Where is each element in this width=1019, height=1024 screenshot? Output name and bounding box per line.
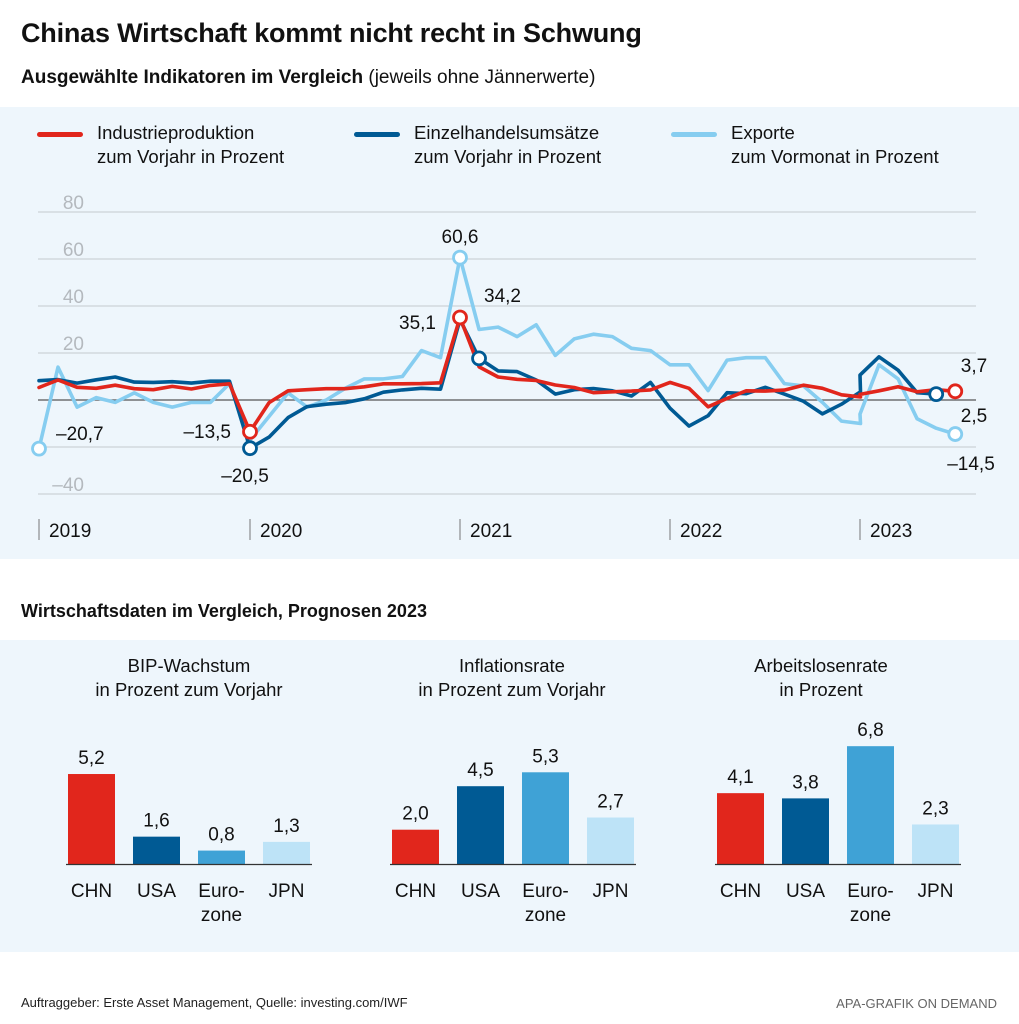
- legend-label-line1: Exporte: [731, 122, 795, 143]
- data-label: –13,5: [183, 422, 231, 443]
- bar-title-line1: Arbeitslosenrate: [754, 655, 888, 676]
- data-label: 2,5: [961, 406, 987, 427]
- bar-title-line2: in Prozent: [779, 679, 863, 700]
- section2-title: Wirtschaftsdaten im Vergleich, Prognosen…: [21, 601, 427, 621]
- legend-label-line2: zum Vorjahr in Prozent: [414, 146, 602, 167]
- legend-label: Einzelhandelsumsätze zum Vorjahr in Proze…: [414, 121, 601, 169]
- chart-subtitle: Ausgewählte Indikatoren im Vergleich (je…: [21, 67, 595, 89]
- legend-swatch-red: [37, 132, 83, 137]
- bar-chart-title-unemployment: Arbeitslosenrate in Prozent: [671, 654, 971, 702]
- legend-swatch-darkblue: [354, 132, 400, 137]
- series-line: [37, 315, 958, 434]
- x-tick-label: 2020: [260, 521, 302, 542]
- y-tick-label: –40: [52, 475, 84, 496]
- bar-chart-title-inflation: Inflationsrate in Prozent zum Vorjahr: [362, 654, 662, 702]
- data-label: 3,7: [961, 356, 987, 377]
- legend-swatch-lightblue: [671, 132, 717, 137]
- data-point-marker: [452, 309, 468, 326]
- data-label: 34,2: [484, 286, 521, 307]
- bar-title-line2: in Prozent zum Vorjahr: [418, 679, 606, 700]
- legend-label: Exporte zum Vormonat in Prozent: [731, 121, 939, 169]
- x-tick-label: 2019: [49, 521, 91, 542]
- data-point-marker: [947, 426, 964, 442]
- legend-label-line2: zum Vormonat in Prozent: [731, 146, 939, 167]
- y-tick-label: 40: [63, 287, 84, 308]
- x-tick-label: 2023: [870, 521, 912, 542]
- subtitle-note: (jeweils ohne Jännerwerte): [363, 67, 596, 88]
- data-label: –20,7: [56, 424, 104, 445]
- data-label: 60,6: [442, 227, 479, 248]
- data-point-marker: [947, 383, 964, 400]
- x-tick-label: 2022: [680, 521, 722, 542]
- data-point-marker: [242, 440, 258, 457]
- bar-title-line1: Inflationsrate: [459, 655, 565, 676]
- x-tick-label: 2021: [470, 521, 512, 542]
- data-point-marker: [452, 249, 468, 266]
- legend-label-line2: zum Vorjahr in Prozent: [97, 146, 285, 167]
- series-line: [37, 317, 939, 451]
- source-note: Auftraggeber: Erste Asset Management, Qu…: [21, 995, 408, 1010]
- bar-chart-title-bip: BIP-Wachstum in Prozent zum Vorjahr: [39, 654, 339, 702]
- data-point-marker: [928, 386, 945, 403]
- legend-label: Industrieproduktion zum Vorjahr in Prozen…: [97, 121, 284, 169]
- y-tick-label: 80: [63, 193, 84, 214]
- bar-title-line2: in Prozent zum Vorjahr: [95, 679, 283, 700]
- data-label: 35,1: [399, 313, 436, 334]
- line-chart: 80 60 40 20 –40 2019 2020 2021 2022 2023 –20,7 –13,…: [31, 193, 995, 542]
- series-line: [37, 255, 958, 451]
- data-point-marker: [471, 350, 487, 367]
- y-tick-label: 20: [63, 334, 84, 355]
- data-label: –14,5: [947, 454, 995, 475]
- credit-note: APA-GRAFIK ON DEMAND: [836, 996, 997, 1011]
- chart-title: Chinas Wirtschaft kommt nicht recht in S…: [21, 18, 642, 48]
- data-point-marker: [242, 423, 258, 440]
- data-point-marker: [31, 440, 47, 457]
- subtitle-bold: Ausgewählte Indikatoren im Vergleich: [21, 67, 364, 88]
- bar-title-line1: BIP-Wachstum: [127, 655, 251, 676]
- legend-label-line1: Einzelhandelsumsätze: [414, 122, 600, 143]
- y-tick-label: 60: [63, 240, 84, 261]
- legend-label-line1: Industrieproduktion: [97, 122, 255, 143]
- data-label: –20,5: [221, 466, 269, 487]
